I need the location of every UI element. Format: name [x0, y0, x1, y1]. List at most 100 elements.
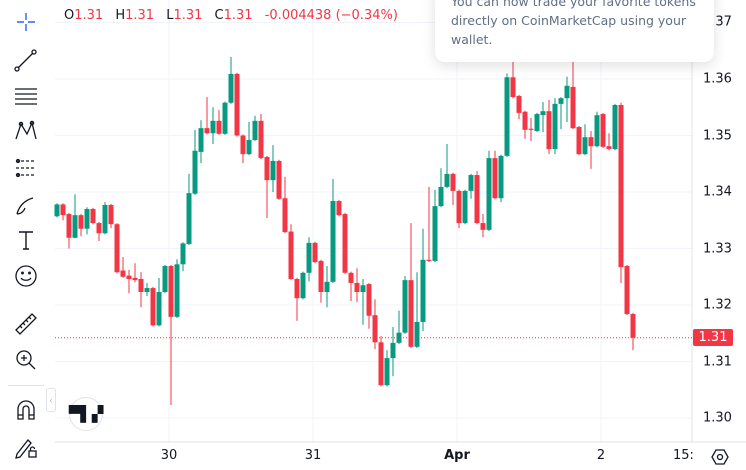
candle: [198, 120, 204, 164]
candle: [108, 203, 114, 229]
candle-body: [630, 314, 636, 338]
candle-body: [402, 280, 408, 333]
time-tick: 2: [596, 448, 606, 463]
crosshair-icon[interactable]: [9, 7, 43, 37]
candle: [624, 264, 630, 316]
candle-body: [96, 223, 102, 234]
candle: [456, 189, 462, 229]
candle: [222, 101, 228, 135]
candle-body: [186, 193, 192, 244]
candle-body: [510, 77, 516, 98]
candle-body: [588, 137, 594, 147]
trend-line-icon[interactable]: [9, 45, 43, 75]
prediction-icon[interactable]: [9, 153, 43, 183]
popup-line: wallet.: [451, 32, 493, 47]
candle-body: [504, 77, 510, 156]
time-tick: 30: [160, 448, 178, 463]
high-value: 1.31: [125, 8, 155, 23]
candle-body: [594, 115, 600, 147]
candle: [204, 97, 210, 135]
candle: [384, 350, 390, 387]
toolbar-collapse-handle[interactable]: ‹: [46, 388, 56, 412]
candle: [294, 277, 300, 321]
candle-body: [222, 102, 228, 134]
candle: [270, 145, 276, 192]
time-tick: Apr: [444, 448, 470, 463]
settings-icon[interactable]: [711, 448, 729, 466]
candle: [504, 73, 510, 157]
emoji-icon[interactable]: [9, 261, 43, 291]
grid: [55, 0, 692, 442]
candle-body: [540, 111, 546, 116]
tradingview-logo[interactable]: ▀▌▞: [69, 397, 103, 431]
candle-body: [138, 279, 144, 293]
candle: [240, 134, 246, 164]
candle-body: [552, 103, 558, 150]
candle: [174, 259, 180, 318]
candle-body: [276, 160, 282, 199]
candle-body: [372, 315, 378, 343]
candle: [552, 98, 558, 155]
ruler-icon[interactable]: [9, 309, 43, 339]
logo-text: ▀▌▞: [68, 405, 104, 423]
candle: [372, 299, 378, 350]
price-tick: 1.31: [703, 354, 732, 370]
candle: [510, 62, 516, 99]
candle-body: [252, 120, 258, 141]
candle-body: [294, 279, 300, 299]
candle: [180, 242, 186, 272]
candle-body: [120, 270, 126, 277]
brush-icon[interactable]: [9, 190, 43, 220]
toolbar-divider: [8, 385, 44, 386]
candle: [60, 203, 66, 221]
candle-body: [210, 120, 216, 134]
candle-body: [282, 198, 288, 233]
candle-body: [78, 215, 84, 229]
candle: [120, 256, 126, 278]
candle-body: [498, 155, 504, 199]
candle-body: [306, 242, 312, 273]
candle: [486, 150, 492, 231]
candle-body: [150, 288, 156, 326]
candle-body: [414, 321, 420, 347]
candle: [606, 133, 612, 151]
candle-body: [198, 128, 204, 152]
candle-body: [156, 292, 162, 326]
candle: [342, 212, 348, 274]
candle: [324, 266, 330, 308]
info-popup: You can now trade your favorite tokens d…: [435, 0, 714, 62]
candle: [192, 129, 198, 195]
candle-body: [462, 190, 468, 224]
candle: [390, 327, 396, 377]
candle-body: [174, 264, 180, 317]
text-icon[interactable]: [9, 225, 43, 255]
drawing-toolbar: [0, 0, 50, 470]
candle-body: [60, 204, 66, 216]
candle: [360, 279, 366, 325]
candle: [336, 199, 342, 217]
candle: [156, 277, 162, 327]
candle-body: [234, 73, 240, 136]
candle: [234, 72, 240, 137]
candle-body: [318, 260, 324, 293]
candle-body: [408, 280, 414, 347]
candle-body: [66, 214, 72, 238]
candle: [150, 286, 156, 327]
lock-drawings-icon[interactable]: [9, 432, 43, 462]
pattern-icon[interactable]: [9, 116, 43, 146]
candle: [282, 176, 288, 234]
candle: [348, 271, 354, 302]
candle-body: [348, 272, 354, 283]
candle-body: [336, 201, 342, 216]
zoom-in-icon[interactable]: [9, 345, 43, 375]
fib-retracement-icon[interactable]: [9, 81, 43, 111]
candle: [540, 102, 546, 133]
candle-body: [108, 204, 114, 225]
magnet-icon[interactable]: [9, 395, 43, 425]
candle-body: [366, 284, 372, 316]
candle-body: [132, 277, 138, 281]
candle-body: [492, 158, 498, 199]
candle: [312, 241, 318, 264]
candle-body: [558, 98, 564, 104]
